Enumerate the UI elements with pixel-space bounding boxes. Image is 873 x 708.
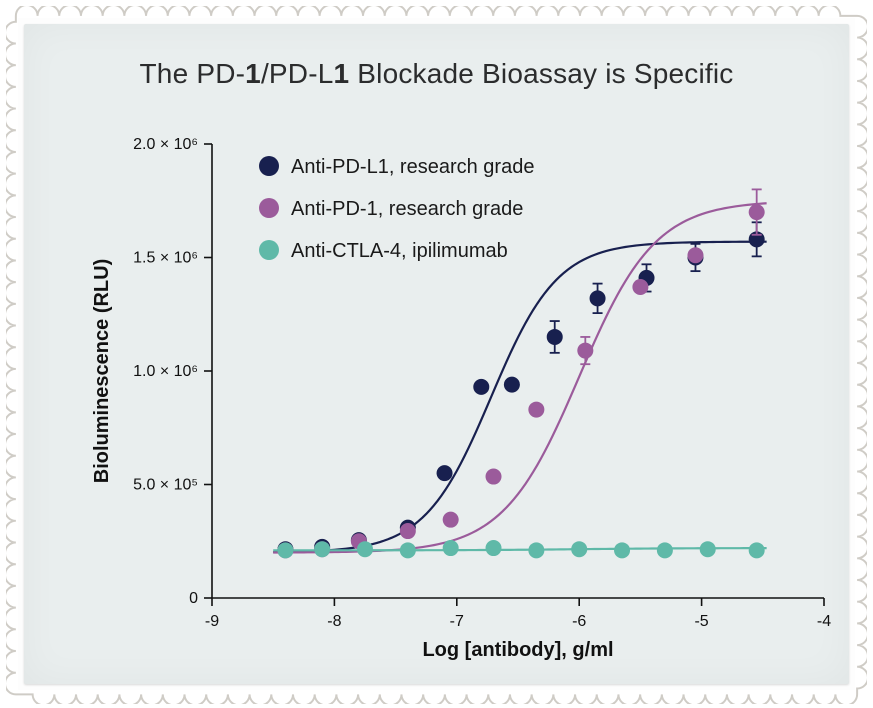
series-point-pd1 — [632, 279, 648, 295]
series-point-ctla4 — [657, 542, 673, 558]
series-point-pd1 — [577, 343, 593, 359]
page-frame: The PD-1/PD-L1 Blockade Bioassay is Spec… — [0, 0, 873, 708]
chart-title: The PD-1/PD-L1 Blockade Bioassay is Spec… — [24, 58, 849, 90]
series-point-pd1 — [486, 469, 502, 485]
legend: Anti-PD-L1, research grade Anti-PD-1, res… — [259, 156, 534, 262]
series-point-ctla4 — [277, 542, 293, 558]
series-point-pdl1 — [504, 377, 520, 393]
svg-text:-4: -4 — [817, 613, 831, 630]
series-point-ctla4 — [700, 541, 716, 557]
series-point-pdl1 — [590, 290, 606, 306]
svg-text:-5: -5 — [694, 613, 708, 630]
legend-marker-pdl1 — [259, 156, 279, 176]
svg-text:-7: -7 — [450, 613, 464, 630]
svg-text:2.0 × 10⁶: 2.0 × 10⁶ — [133, 136, 198, 153]
series-point-ctla4 — [528, 542, 544, 558]
series-point-ctla4 — [749, 542, 765, 558]
legend-marker-ctla4 — [259, 240, 279, 260]
svg-text:1.0 × 10⁶: 1.0 × 10⁶ — [133, 363, 198, 380]
series-point-pd1 — [528, 402, 544, 418]
series-curve-pdl1 — [273, 242, 766, 552]
series-point-ctla4 — [357, 541, 373, 557]
series-point-pdl1 — [473, 379, 489, 395]
series-point-ctla4 — [314, 541, 330, 557]
svg-text:1.5 × 10⁶: 1.5 × 10⁶ — [133, 250, 198, 267]
legend-marker-pd1 — [259, 198, 279, 218]
svg-text:0: 0 — [189, 590, 198, 607]
series-point-pd1 — [400, 523, 416, 539]
series-point-pdl1 — [437, 465, 453, 481]
svg-text:-6: -6 — [572, 613, 586, 630]
series-point-pdl1 — [547, 329, 563, 345]
svg-text:-8: -8 — [327, 613, 341, 630]
legend-label-pdl1: Anti-PD-L1, research grade — [291, 156, 534, 178]
series-point-pd1 — [443, 512, 459, 528]
legend-label-pd1: Anti-PD-1, research grade — [291, 198, 523, 220]
series-point-pd1 — [749, 204, 765, 220]
series-point-ctla4 — [571, 541, 587, 557]
svg-text:Bioluminescence (RLU): Bioluminescence (RLU) — [91, 259, 113, 483]
series-point-ctla4 — [443, 540, 459, 556]
svg-text:Log [antibody], g/ml: Log [antibody], g/ml — [422, 639, 613, 661]
series-point-pd1 — [687, 247, 703, 263]
chart: 0 5.0 × 10⁵ 1.0 × 10⁶ 1.5 × 10⁶ 2.0 × 10⁶ -9 -… — [84, 134, 844, 674]
series-point-ctla4 — [486, 540, 502, 556]
series-point-ctla4 — [614, 542, 630, 558]
svg-text:-9: -9 — [205, 613, 219, 630]
series-point-ctla4 — [400, 542, 416, 558]
card: The PD-1/PD-L1 Blockade Bioassay is Spec… — [24, 24, 849, 684]
legend-label-ctla4: Anti-CTLA-4, ipilimumab — [291, 240, 508, 262]
svg-text:5.0 × 10⁵: 5.0 × 10⁵ — [133, 477, 198, 494]
